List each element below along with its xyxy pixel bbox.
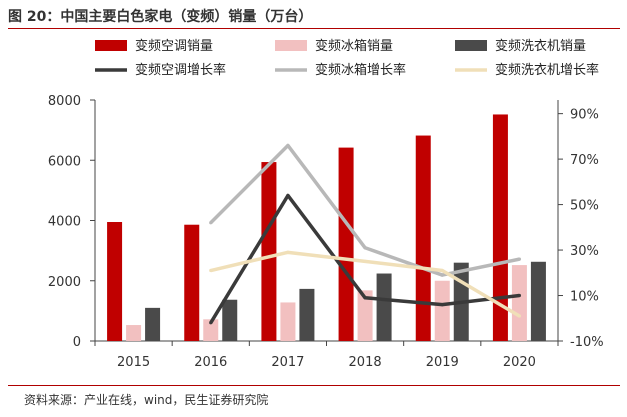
line-point-2-2017 xyxy=(286,143,290,148)
y-right-tick-label-6: 90% xyxy=(570,108,599,123)
line-point-1-2019 xyxy=(440,303,444,307)
bar-3-2017 xyxy=(299,288,315,341)
line-point-2-2016 xyxy=(209,221,213,225)
source-divider xyxy=(8,385,620,386)
x-tick-label-1: 2015 xyxy=(117,355,150,370)
bar-3-2018 xyxy=(376,273,392,341)
y-left-tick-label-5: 8000 xyxy=(48,94,81,109)
chart-area: 变频空调销量 变频冰箱销量 变频洗衣机销量变频空调增长率 变频冰箱增长率 变频洗衣机增长… xyxy=(0,30,627,385)
x-tick-label-4: 2018 xyxy=(349,355,382,370)
line-point-3-2020 xyxy=(517,314,522,318)
line-point-2-2020 xyxy=(517,257,522,261)
y-left-tick-label-4: 6000 xyxy=(48,154,81,169)
bar-2-2018 xyxy=(357,290,373,341)
legend-label-1: 变频空调销量 xyxy=(135,38,213,54)
y-left-tick-label-3: 4000 xyxy=(48,215,81,230)
legend-swatch-2 xyxy=(275,40,307,51)
bar-1-2016 xyxy=(184,224,200,341)
bar-1-2015 xyxy=(107,222,123,341)
bar-1-2017 xyxy=(261,162,277,341)
x-tick-label-5: 2019 xyxy=(426,355,459,370)
source-note: 资料来源：产业在线，wind，民生证券研究院 xyxy=(24,393,269,407)
figure-title: 图 20：中国主要白色家电（变频）销量（万台） xyxy=(8,9,313,25)
bar-1-2020 xyxy=(492,114,508,342)
bars xyxy=(107,114,546,342)
legend-label-3: 变频洗衣机销量 xyxy=(495,38,586,54)
y-right-tick-label-1: -10% xyxy=(570,335,604,350)
y-left-tick-label-2: 2000 xyxy=(48,275,81,290)
y-right-tick-label-3: 30% xyxy=(570,244,599,259)
y-left-tick-label-1: 0 xyxy=(73,335,81,350)
line-point-3-2016 xyxy=(209,268,213,273)
bar-2-2017 xyxy=(280,302,296,341)
x-tick-label-2: 2016 xyxy=(194,355,227,370)
bar-2-2015 xyxy=(126,325,142,341)
line-point-3-2017 xyxy=(286,250,290,254)
line-point-1-2018 xyxy=(363,296,367,300)
bar-3-2015 xyxy=(145,307,161,341)
x-tick-label-3: 2017 xyxy=(271,355,304,370)
y-right-tick-label-2: 10% xyxy=(570,290,599,305)
line-point-1-2016 xyxy=(209,321,213,325)
y-right-tick-label-4: 50% xyxy=(570,199,599,214)
legend-line-label-3: 变频洗衣机增长率 xyxy=(495,62,599,78)
line-point-2-2019 xyxy=(440,273,444,277)
line-point-3-2019 xyxy=(440,268,444,273)
bar-1-2019 xyxy=(415,135,431,341)
axes: 0 2000 4000 6000 8000 -10% 10% 30% 50% 70% 90% 2015… xyxy=(48,94,604,370)
title-divider xyxy=(8,28,620,29)
legend-line-label-1: 变频空调增长率 xyxy=(135,62,226,78)
line-point-3-2018 xyxy=(363,259,367,264)
line-point-2-2018 xyxy=(363,246,367,250)
lines xyxy=(209,143,522,325)
x-tick-label-6: 2020 xyxy=(503,355,536,370)
legend-label-2: 变频冰箱销量 xyxy=(315,38,393,54)
bar-3-2020 xyxy=(530,261,546,341)
legend-line-label-2: 变频冰箱增长率 xyxy=(315,62,406,78)
bar-2-2020 xyxy=(511,265,527,341)
y-right-tick-label-5: 70% xyxy=(570,153,599,168)
legend-swatch-1 xyxy=(95,40,127,51)
bar-2-2019 xyxy=(434,280,450,341)
bar-1-2018 xyxy=(338,147,354,341)
line-point-1-2017 xyxy=(286,193,290,198)
bar-2-2016 xyxy=(203,319,219,341)
bar-3-2016 xyxy=(222,299,238,341)
legend-swatch-3 xyxy=(455,40,487,51)
line-point-1-2020 xyxy=(517,293,522,298)
line-series-2 xyxy=(209,143,520,277)
